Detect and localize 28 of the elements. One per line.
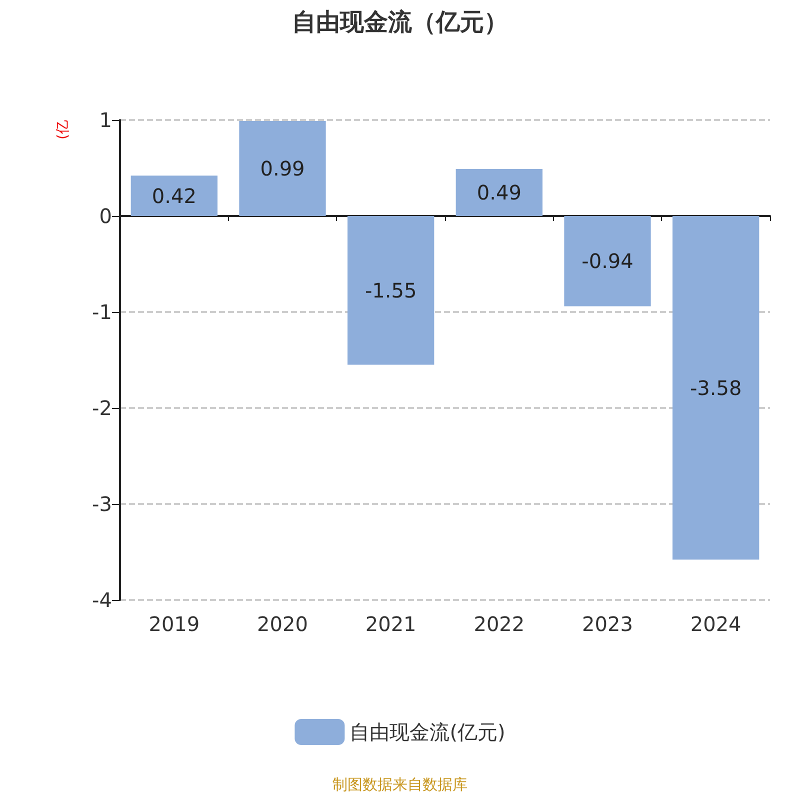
y-tick-label: 1 [99,108,112,132]
data-label: 0.42 [152,184,196,208]
data-label: -1.55 [364,278,417,302]
bar [564,216,651,306]
x-tick-label: 2022 [474,612,525,636]
x-tick-label: 2024 [690,612,742,636]
y-axis-title: (亿 [55,120,71,140]
y-tick-label: 0 [99,204,112,228]
text: 制图数据来自数据库 [332,776,468,794]
bar [672,216,760,560]
bar [456,168,542,216]
data-label: 0.99 [260,156,305,180]
y-tick-label: -2 [92,396,112,420]
data-label: 0.49 [476,180,522,204]
bar [239,120,326,216]
bar [348,216,434,365]
x-tick-label: 2019 [148,612,200,636]
data-label: -0.94 [582,249,634,274]
legend-label: 自由现金流(亿元) [350,720,506,744]
y-tick-label: -3 [92,492,112,516]
y-tick-label: -4 [92,588,112,612]
data-label: -3.58 [690,376,742,400]
x-tick-label: 2023 [582,612,633,636]
y-tick-label: -1 [92,300,112,324]
x-tick-label: 2021 [365,612,416,636]
chart-title: 自由现金流（亿元） [292,8,508,36]
x-tick-label: 2020 [257,612,308,636]
bar [130,176,218,216]
